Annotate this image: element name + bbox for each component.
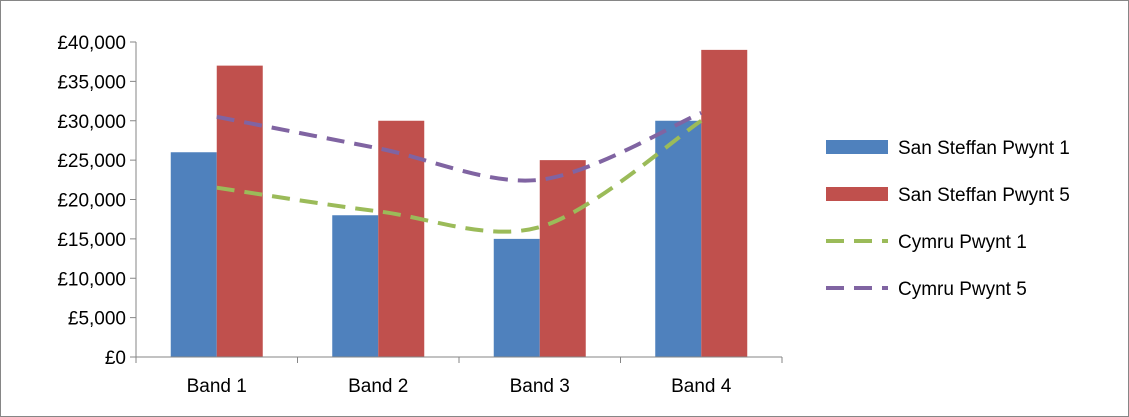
x-tick-label: Band 3 [510, 376, 570, 397]
x-axis-labels: Band 1 Band 2 Band 3 Band 4 [187, 376, 732, 397]
y-tick-label: £25,000 [57, 151, 126, 172]
legend-label-4: Cymru Pwynt 5 [898, 279, 1027, 300]
bar-2-band-3 [539, 160, 586, 357]
bar-2-band-1 [216, 65, 263, 357]
axes-group [135, 42, 783, 363]
y-axis-ticks: £0 £5,000 £10,000 £15,000 £20,000 £25,000 £30,… [57, 33, 136, 369]
legend-label-1: San Steffan Pwynt 1 [898, 138, 1070, 159]
bar-1-band-2 [332, 215, 379, 357]
line-series-2 [216, 111, 703, 183]
y-tick-label: £0 [105, 348, 126, 369]
legend-label-3: Cymru Pwynt 1 [898, 232, 1027, 253]
bars-group [170, 49, 748, 357]
y-tick-label: £5,000 [68, 309, 126, 330]
x-tick-label: Band 2 [348, 376, 408, 397]
legend: San Steffan Pwynt 1 San Steffan Pwynt 5 Cy… [826, 138, 1070, 300]
y-tick-label: £20,000 [57, 191, 126, 212]
bar-1-band-1 [170, 152, 217, 357]
line-series-1 [216, 119, 703, 234]
legend-swatch-2 [826, 187, 888, 201]
bar-1-band-3 [493, 238, 540, 357]
y-tick-label: £35,000 [57, 72, 126, 93]
bar-2-band-4 [701, 49, 748, 357]
y-tick-label: £40,000 [57, 33, 126, 54]
x-tick-label: Band 4 [671, 376, 732, 397]
bar-1-band-4 [655, 120, 702, 357]
lines-group [216, 111, 703, 234]
y-tick-label: £15,000 [57, 230, 126, 251]
bar-2-band-2 [378, 120, 425, 357]
y-tick-label: £10,000 [57, 269, 126, 290]
legend-swatch-1 [826, 140, 888, 154]
legend-label-2: San Steffan Pwynt 5 [898, 185, 1070, 206]
x-tick-label: Band 1 [187, 376, 247, 397]
y-tick-label: £30,000 [57, 112, 126, 133]
